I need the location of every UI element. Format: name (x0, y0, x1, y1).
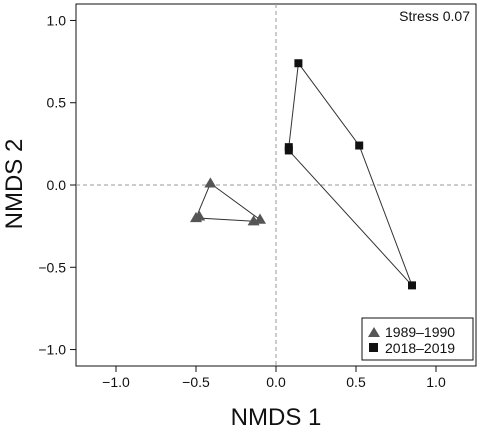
data-point-square (355, 141, 364, 150)
x-tick-label: 0.5 (346, 374, 366, 390)
x-tick-label: 1.0 (426, 374, 446, 390)
y-tick-label: 0.5 (47, 95, 67, 111)
data-point-square (284, 146, 293, 155)
y-tick-label: 0.0 (47, 177, 67, 193)
y-axis-title: NMDS 2 (1, 139, 28, 230)
x-axis-title: NMDS 1 (231, 404, 322, 431)
data-point-square (408, 281, 416, 290)
legend: 1989–1990 2018–2019 (361, 317, 474, 361)
y-tick-label: −1.0 (38, 342, 66, 358)
legend-marker-triangle (368, 327, 380, 337)
plot-area: −1.0 −0.5 0.0 0.5 1.0 −1.0 −0.5 0.0 0.5 1.0 (38, 3, 477, 390)
stress-annotation: Stress 0.07 (399, 8, 470, 24)
data-point-triangle (193, 210, 206, 221)
marks-layer (190, 59, 416, 290)
y-tick-label: 1.0 (47, 12, 67, 28)
data-point-triangle (204, 177, 217, 188)
legend-label-1989-1990: 1989–1990 (385, 324, 455, 340)
x-tick-label: −1.0 (102, 374, 130, 390)
legend-box (361, 317, 474, 361)
data-point-triangle (254, 213, 266, 224)
hull-series-1 (195, 182, 262, 222)
data-point-square (294, 59, 303, 68)
x-tick-label: 0.0 (266, 374, 286, 390)
x-tick-label: −0.5 (182, 374, 210, 390)
legend-label-2018-2019: 2018–2019 (385, 340, 455, 356)
legend-marker-square (369, 343, 378, 352)
y-tick-label: −0.5 (38, 259, 66, 275)
hull-series-2 (288, 61, 413, 286)
